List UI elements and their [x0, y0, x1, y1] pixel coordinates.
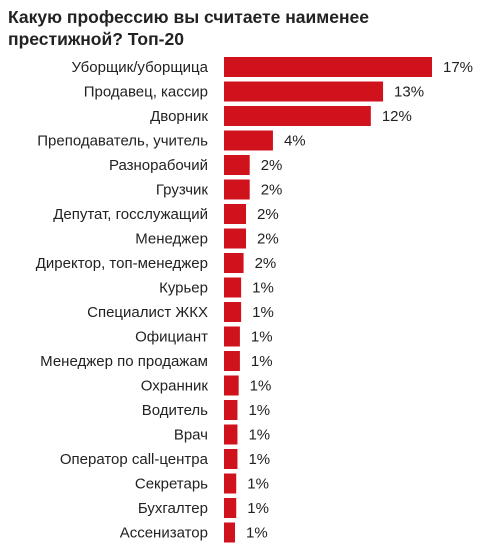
value-label: 2% [261, 182, 283, 199]
bar [224, 449, 238, 469]
bar [224, 228, 247, 249]
bar [224, 179, 250, 200]
value-label: 1% [248, 427, 270, 444]
bar [224, 106, 371, 126]
category-label: Директор, топ-менеджер [36, 255, 208, 272]
value-label: 1% [247, 476, 269, 493]
category-label: Секретарь [135, 476, 208, 493]
value-label: 12% [382, 108, 412, 125]
category-label: Грузчик [156, 182, 209, 199]
value-label: 2% [257, 206, 279, 223]
value-label: 2% [261, 157, 283, 174]
bar [224, 130, 273, 151]
value-label: 1% [251, 329, 273, 346]
value-label: 1% [248, 402, 270, 419]
bar [224, 204, 247, 224]
bar [224, 473, 237, 494]
category-label: Врач [174, 427, 208, 444]
value-label: 1% [246, 525, 268, 542]
category-label: Охранник [141, 378, 209, 395]
category-label: Официант [135, 329, 208, 346]
bar [224, 522, 236, 543]
value-label: 1% [248, 451, 270, 468]
value-label: 2% [255, 255, 277, 272]
category-label: Оператор call-центра [60, 451, 209, 468]
category-label: Уборщик/уборщица [71, 59, 208, 76]
value-label: 13% [394, 84, 424, 101]
value-label: 2% [257, 231, 279, 248]
bar [224, 302, 242, 322]
category-label: Депутат, госслужащий [53, 206, 208, 223]
category-label: Бухгалтер [138, 500, 208, 517]
bar [224, 81, 384, 102]
category-label: Менеджер по продажам [40, 353, 208, 370]
value-label: 1% [252, 280, 274, 297]
bar [224, 424, 238, 445]
value-label: 1% [251, 353, 273, 370]
chart-title: Какую профессию вы считаете наименее пре… [8, 7, 369, 49]
bar [224, 253, 244, 273]
category-label: Разнорабочий [109, 157, 208, 174]
category-label: Ассенизатор [120, 525, 208, 542]
value-label: 1% [252, 304, 274, 321]
value-label: 1% [250, 378, 272, 395]
bar [224, 326, 240, 347]
bar [224, 400, 238, 420]
value-label: 4% [284, 133, 306, 150]
category-label: Курьер [159, 280, 208, 297]
category-label: Преподаватель, учитель [37, 133, 208, 150]
bar [224, 351, 240, 371]
category-label: Водитель [142, 402, 208, 419]
category-label: Продавец, кассир [84, 84, 208, 101]
category-label: Дворник [150, 108, 208, 125]
bar [224, 375, 239, 396]
bar [224, 277, 242, 298]
value-label: 1% [247, 500, 269, 517]
bar [224, 498, 237, 518]
bar [224, 155, 250, 175]
value-label: 17% [443, 59, 473, 76]
bar [224, 57, 432, 77]
category-label: Менеджер [135, 231, 208, 248]
category-label: Специалист ЖКХ [87, 304, 208, 321]
